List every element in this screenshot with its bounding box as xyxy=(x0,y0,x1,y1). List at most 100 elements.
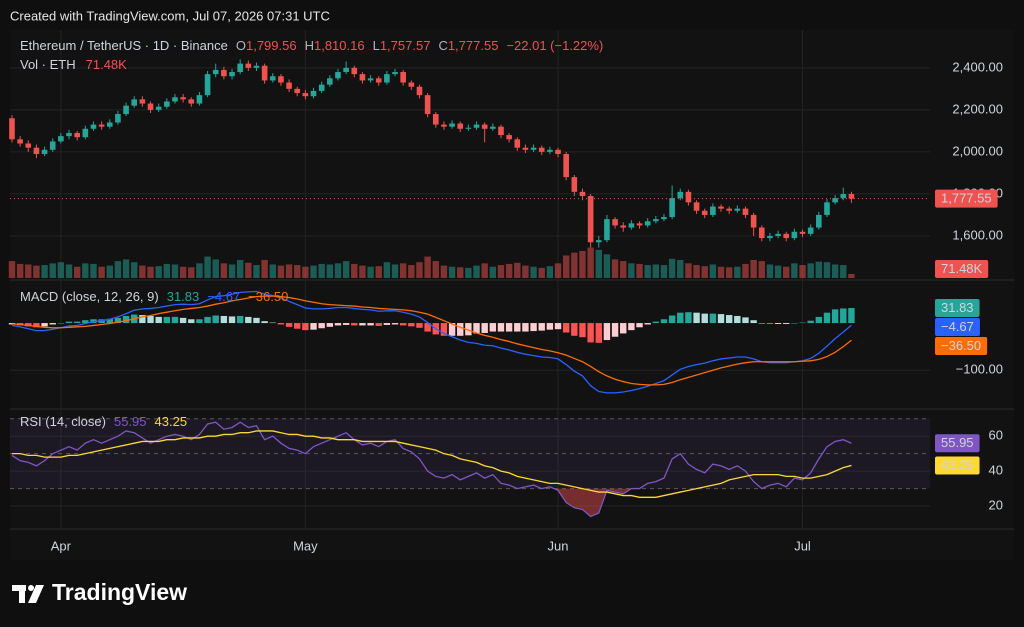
macd-histogram-bar xyxy=(245,316,252,324)
legend-value: 31.83 xyxy=(167,289,200,304)
candle-body xyxy=(661,217,667,220)
macd-histogram-bar xyxy=(65,321,73,324)
candle-body xyxy=(726,208,732,211)
axis-value-box xyxy=(935,337,988,356)
macd-line xyxy=(11,290,852,394)
volume-bar xyxy=(587,247,594,278)
candle-body xyxy=(400,72,406,83)
volume-bar xyxy=(245,262,252,278)
macd-histogram-bar xyxy=(758,323,765,324)
volume-bar xyxy=(791,263,798,278)
macd-histogram-bar xyxy=(359,323,366,326)
axis-value-box xyxy=(935,260,989,278)
volume-bar xyxy=(139,265,146,278)
legend-value: 43.25 xyxy=(155,414,188,429)
macd-histogram-bar xyxy=(375,323,382,326)
volume-bar xyxy=(514,262,521,278)
candle-body xyxy=(106,122,113,127)
y-tick-label: −100.00 xyxy=(956,362,1003,377)
volume-bar xyxy=(799,265,806,278)
volume-legend: Vol · ETH 71.48K xyxy=(20,57,127,72)
candle-body xyxy=(90,124,97,129)
legend-value: 1,799.56 xyxy=(246,38,297,53)
candle-body xyxy=(848,194,855,199)
macd-histogram-bar xyxy=(473,323,480,334)
candle-body xyxy=(147,103,154,110)
macd-histogram-bar xyxy=(334,323,342,326)
rsi-ma-line xyxy=(11,430,852,498)
candle-body xyxy=(758,227,765,239)
macd-histogram-bar xyxy=(399,323,407,326)
candle-body xyxy=(155,106,162,110)
volume-bar xyxy=(766,264,774,278)
axis-value-label: 31.83 xyxy=(935,299,980,318)
x-tick-label: Jul xyxy=(794,538,811,553)
volume-bar xyxy=(49,263,56,278)
legend-key: H xyxy=(305,38,314,53)
macd-histogram-bar xyxy=(783,323,790,324)
axis-value-text: 71.48K xyxy=(941,261,983,276)
volume-bar xyxy=(204,256,211,278)
volume-bar xyxy=(603,254,611,278)
candle-body xyxy=(286,82,292,89)
macd-histogram-bar xyxy=(514,323,521,332)
candle-body xyxy=(204,74,211,96)
macd-histogram-bar xyxy=(546,323,554,330)
symbol: Ethereum / TetherUS · 1D · Binance xyxy=(20,38,228,53)
macd-histogram-bar xyxy=(228,316,236,324)
volume-bar xyxy=(758,261,765,278)
candle-body xyxy=(172,97,178,102)
volume-bar xyxy=(677,259,684,278)
macd-histogram-bar xyxy=(717,314,725,324)
macd-histogram-bar xyxy=(424,323,431,332)
candle-body xyxy=(644,221,651,226)
candle-body xyxy=(261,65,268,81)
axis-value-label: −36.50 xyxy=(935,337,988,356)
volume-bar xyxy=(294,265,301,278)
macd-histogram-bar xyxy=(391,323,399,325)
macd-histogram-bar xyxy=(538,323,545,331)
candle-body xyxy=(718,206,724,209)
candle-body xyxy=(498,126,504,136)
axis-value-text: −4.67 xyxy=(941,319,974,334)
volume-bar xyxy=(465,267,472,278)
candle-body xyxy=(824,202,830,215)
volume-bar xyxy=(16,263,24,278)
macd-histogram-bar xyxy=(49,323,56,325)
volume-bar xyxy=(73,266,81,278)
macd-histogram-bar xyxy=(147,315,154,324)
candle-body xyxy=(17,139,23,144)
macd-histogram-bar xyxy=(742,317,749,324)
candle-body xyxy=(432,114,439,125)
candle-body xyxy=(783,233,790,239)
candle-body xyxy=(25,143,32,148)
logo-shape xyxy=(19,585,25,603)
axis-value-label: 1,777.55 xyxy=(935,189,998,208)
volume-bar xyxy=(122,259,130,278)
candle-body xyxy=(343,67,349,73)
axis-value-box xyxy=(935,434,980,453)
volume-bar xyxy=(620,261,627,278)
macd-histogram-bar xyxy=(750,320,757,324)
macd-histogram-bar xyxy=(652,321,660,324)
candle-body xyxy=(245,63,252,68)
volume-bar xyxy=(652,264,660,278)
macd-histogram-bar xyxy=(448,323,456,336)
macd-histogram-bar xyxy=(611,323,619,337)
candle-body xyxy=(571,177,578,192)
volume-bar xyxy=(318,263,325,278)
y-tick-label: 2,200.00 xyxy=(952,101,1003,116)
candle-body xyxy=(816,214,822,228)
volume-bar xyxy=(416,262,423,278)
axis-value-text: 43.25 xyxy=(941,457,974,472)
macd-histogram-bar xyxy=(25,323,32,327)
candle-body xyxy=(115,114,121,123)
candle-body xyxy=(367,78,374,81)
volume-bar xyxy=(481,263,488,278)
macd-histogram-bar xyxy=(440,323,448,336)
candle-body xyxy=(310,90,317,97)
candle-body xyxy=(547,149,553,152)
volume-bar xyxy=(595,249,602,278)
candle-body xyxy=(710,206,716,215)
